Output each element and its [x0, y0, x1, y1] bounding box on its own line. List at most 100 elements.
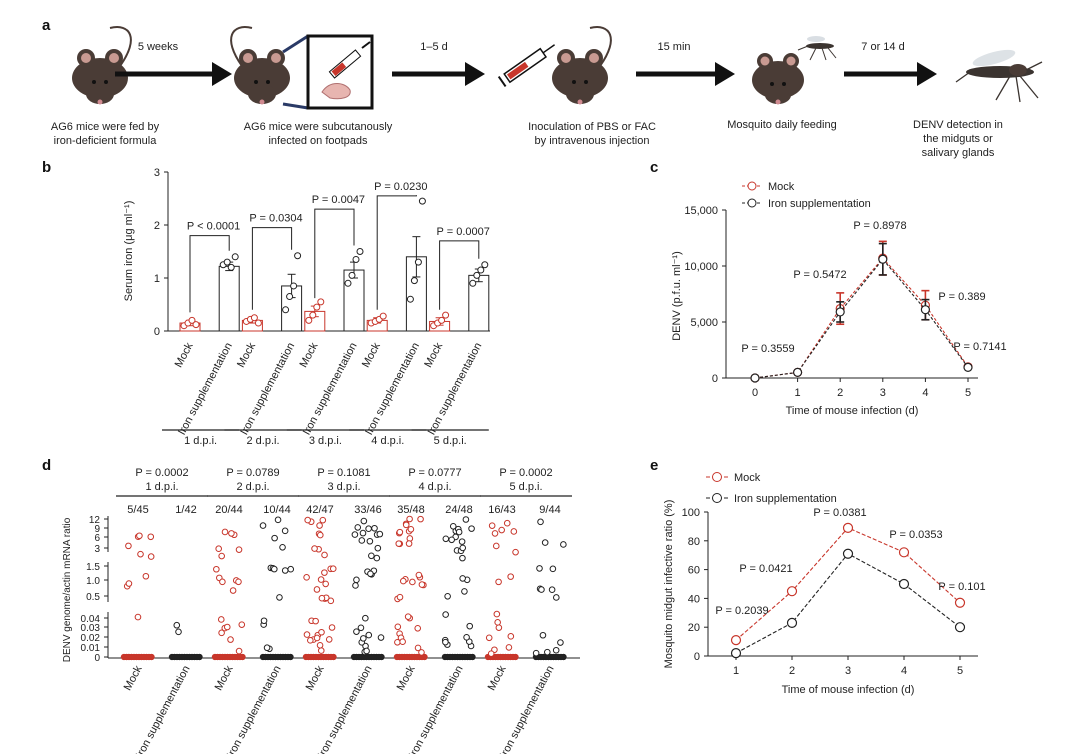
- mouse-icon: [230, 26, 290, 105]
- data-point: [270, 565, 278, 573]
- p-value-label: P = 0.0047: [312, 194, 365, 206]
- syringe-icon: [497, 44, 556, 87]
- positive-count-label: 24/48: [445, 504, 473, 516]
- data-point: [407, 525, 415, 533]
- p-value-label: P = 0.8978: [853, 220, 906, 232]
- p-value-label: P = 0.5472: [793, 269, 846, 281]
- data-point: [223, 623, 231, 631]
- data-point: [351, 531, 359, 538]
- data-point: [954, 622, 966, 633]
- data-point: [507, 633, 515, 640]
- data-point: [365, 525, 372, 533]
- data-point: [418, 197, 426, 205]
- x-tick-label: 5: [957, 665, 963, 677]
- series-line: [754, 257, 969, 379]
- y-tick-label: 80: [688, 536, 700, 548]
- y-tick-label: 1.5: [86, 562, 100, 573]
- data-point: [142, 572, 150, 580]
- p-value-label: P = 0.0304: [249, 213, 302, 225]
- category-label: Mock: [395, 663, 418, 692]
- y-tick-label: 0.02: [81, 633, 101, 644]
- p-value-label: P = 0.101: [938, 581, 985, 593]
- x-tick-label: 5: [965, 387, 971, 399]
- data-point: [374, 544, 382, 552]
- data-point: [495, 578, 502, 586]
- x-tick-label: 3: [880, 387, 886, 399]
- caption-step-5: DENV detection in the midguts or salivar…: [913, 119, 1003, 159]
- data-point: [290, 282, 298, 290]
- legend-label: Iron supplementation: [768, 198, 871, 210]
- p-value-label: P = 0.3559: [741, 343, 794, 355]
- data-point: [366, 537, 374, 545]
- data-point: [287, 653, 294, 661]
- data-point: [553, 594, 560, 601]
- data-point: [835, 307, 845, 317]
- data-point: [405, 540, 413, 547]
- data-point: [414, 624, 422, 632]
- panel-b-label: b: [42, 159, 51, 176]
- significance-bracket: [439, 240, 480, 310]
- panel-c-label: c: [650, 159, 658, 176]
- data-point: [459, 554, 466, 562]
- data-point: [318, 628, 325, 636]
- data-point: [325, 636, 333, 643]
- data-point: [367, 570, 374, 578]
- data-point: [536, 565, 543, 572]
- group-label: 1 d.p.i.: [145, 481, 178, 493]
- p-value-label: P = 0.0421: [739, 563, 792, 575]
- data-point: [485, 634, 493, 642]
- category-label: Iron supplementation: [134, 664, 193, 754]
- p-value-label: P = 0.1081: [317, 467, 370, 479]
- y-tick-label: 9: [94, 524, 100, 535]
- data-point: [344, 279, 352, 287]
- data-point: [898, 578, 910, 590]
- arrow-3-label: 15 min: [657, 41, 690, 53]
- data-point: [414, 644, 422, 652]
- mouse-icon: [752, 53, 804, 105]
- y-tick-label: 10,000: [684, 261, 718, 273]
- bar: [343, 269, 365, 332]
- category-label: Iron supplementation: [407, 664, 466, 754]
- data-point: [410, 277, 418, 285]
- bar: [218, 265, 240, 332]
- data-point: [215, 545, 222, 553]
- data-point: [458, 538, 466, 545]
- data-point: [481, 261, 489, 269]
- data-point: [271, 534, 278, 542]
- significance-bracket: [189, 235, 230, 313]
- data-point: [330, 653, 337, 661]
- data-point: [147, 533, 155, 541]
- y-tick-label: 1.0: [86, 576, 100, 587]
- positive-count-label: 35/48: [397, 504, 425, 516]
- x-tick-label: 0: [752, 387, 758, 399]
- data-point: [442, 535, 450, 543]
- legend-marker: [712, 493, 722, 503]
- data-point: [442, 638, 449, 646]
- data-point: [406, 515, 413, 523]
- data-point: [469, 653, 476, 661]
- data-point: [322, 580, 329, 588]
- svg-text:iron-deficient formula: iron-deficient formula: [54, 135, 158, 147]
- data-point: [353, 576, 360, 584]
- data-point: [544, 648, 551, 656]
- p-value-label: P = 0.0353: [889, 529, 942, 541]
- data-point: [418, 649, 425, 656]
- data-point: [396, 528, 404, 536]
- category-label: Mock: [360, 340, 383, 369]
- category-label: Iron supplementation: [225, 664, 284, 754]
- positive-count-label: 10/44: [263, 504, 291, 516]
- positive-count-label: 5/45: [127, 504, 148, 516]
- data-point: [134, 613, 142, 621]
- data-point: [317, 298, 325, 306]
- arrow-4: 7 or 14 d: [844, 41, 937, 86]
- data-point: [442, 611, 449, 618]
- group-label: 4 d.p.i.: [371, 435, 404, 447]
- mouse-icon: [72, 26, 132, 105]
- data-point: [421, 653, 428, 661]
- data-point: [318, 594, 326, 602]
- data-point: [448, 536, 455, 544]
- data-point: [309, 311, 317, 319]
- data-point: [303, 631, 311, 638]
- data-point: [229, 587, 237, 594]
